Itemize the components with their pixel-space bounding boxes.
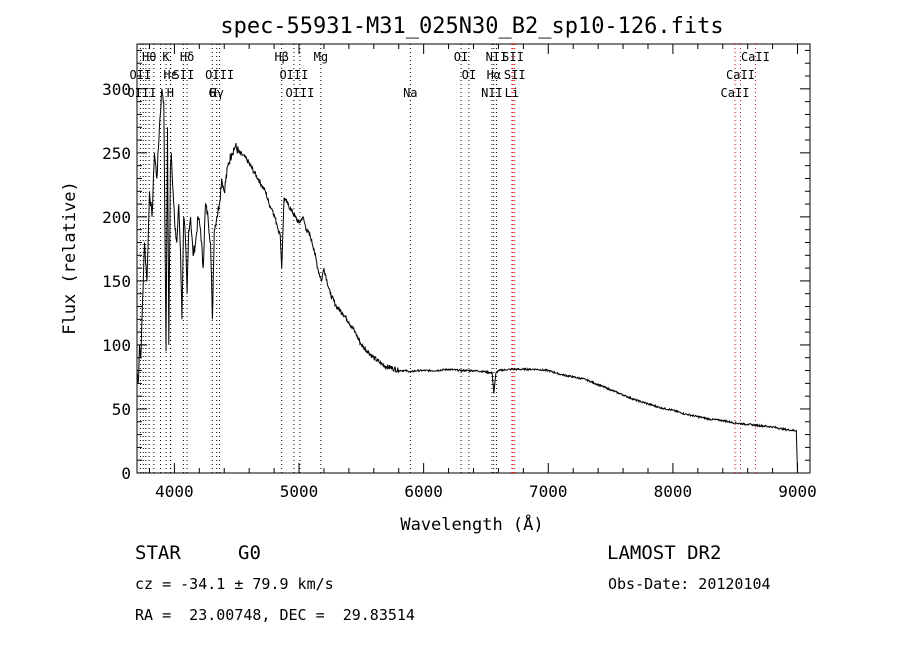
line-label: CaII (741, 50, 770, 64)
line-label: Li (505, 86, 519, 100)
line-label: SII (173, 68, 195, 82)
spectrum-series-line (136, 88, 798, 474)
y-tick-label: 150 (102, 272, 131, 291)
subclass: G0 (238, 542, 261, 564)
y-axis-label: Flux (relative) (60, 181, 80, 335)
y-tick-label: 250 (102, 144, 131, 163)
y-axis-ticks: 0 50 100 150 200 250 300 (102, 49, 810, 483)
line-label: Hδ (180, 50, 194, 64)
x-tick-label: 5000 (280, 482, 319, 501)
survey-name: LAMOST DR2 (607, 542, 722, 564)
line-label: OIII (285, 86, 314, 100)
line-label: H (167, 86, 174, 100)
line-label: OIII (279, 68, 308, 82)
line-label: Hβ (274, 50, 288, 64)
observation-date: Obs-Date: 20120104 (608, 575, 771, 593)
x-tick-label: 9000 (778, 482, 817, 501)
line-label: NII (486, 50, 508, 64)
line-label: Hα (487, 68, 501, 82)
redshift-velocity: cz = -34.1 ± 79.9 km/s (135, 575, 334, 593)
line-label: CaII (726, 68, 755, 82)
x-axis-ticks: 4000 5000 6000 7000 8000 9000 (148, 44, 817, 501)
line-label: OI (462, 68, 476, 82)
line-label: Hγ (210, 86, 224, 100)
y-tick-label: 300 (102, 80, 131, 99)
line-label: OIII (128, 86, 157, 100)
line-label: NII (481, 86, 503, 100)
x-axis-label: Wavelength (Å) (400, 513, 543, 535)
line-label: Mg (314, 50, 328, 64)
line-label: SII (504, 68, 526, 82)
line-label: CaII (721, 86, 750, 100)
line-label: OII (130, 68, 152, 82)
chart-title: spec-55931-M31_025N30_B2_sp10-126.fits (220, 14, 723, 39)
line-label: OIII (205, 68, 234, 82)
line-label: Hθ (142, 50, 156, 64)
x-tick-label: 4000 (155, 482, 194, 501)
ra-dec-coordinates: RA = 23.00748, DEC = 29.83514 (135, 606, 415, 624)
y-tick-label: 100 (102, 336, 131, 355)
line-label: K (162, 50, 170, 64)
plot-frame (136, 43, 811, 474)
object-class: STAR (135, 542, 181, 564)
line-label: Hε (163, 68, 177, 82)
line-label: OI (454, 50, 468, 64)
x-tick-label: 6000 (404, 482, 443, 501)
x-tick-label: 7000 (529, 482, 568, 501)
y-tick-label: 200 (102, 208, 131, 227)
y-tick-label: 0 (121, 464, 131, 483)
line-label: Na (403, 86, 417, 100)
y-tick-label: 50 (112, 400, 131, 419)
x-tick-label: 8000 (654, 482, 693, 501)
line-label: G (209, 86, 216, 100)
line-label: SII (502, 50, 524, 64)
